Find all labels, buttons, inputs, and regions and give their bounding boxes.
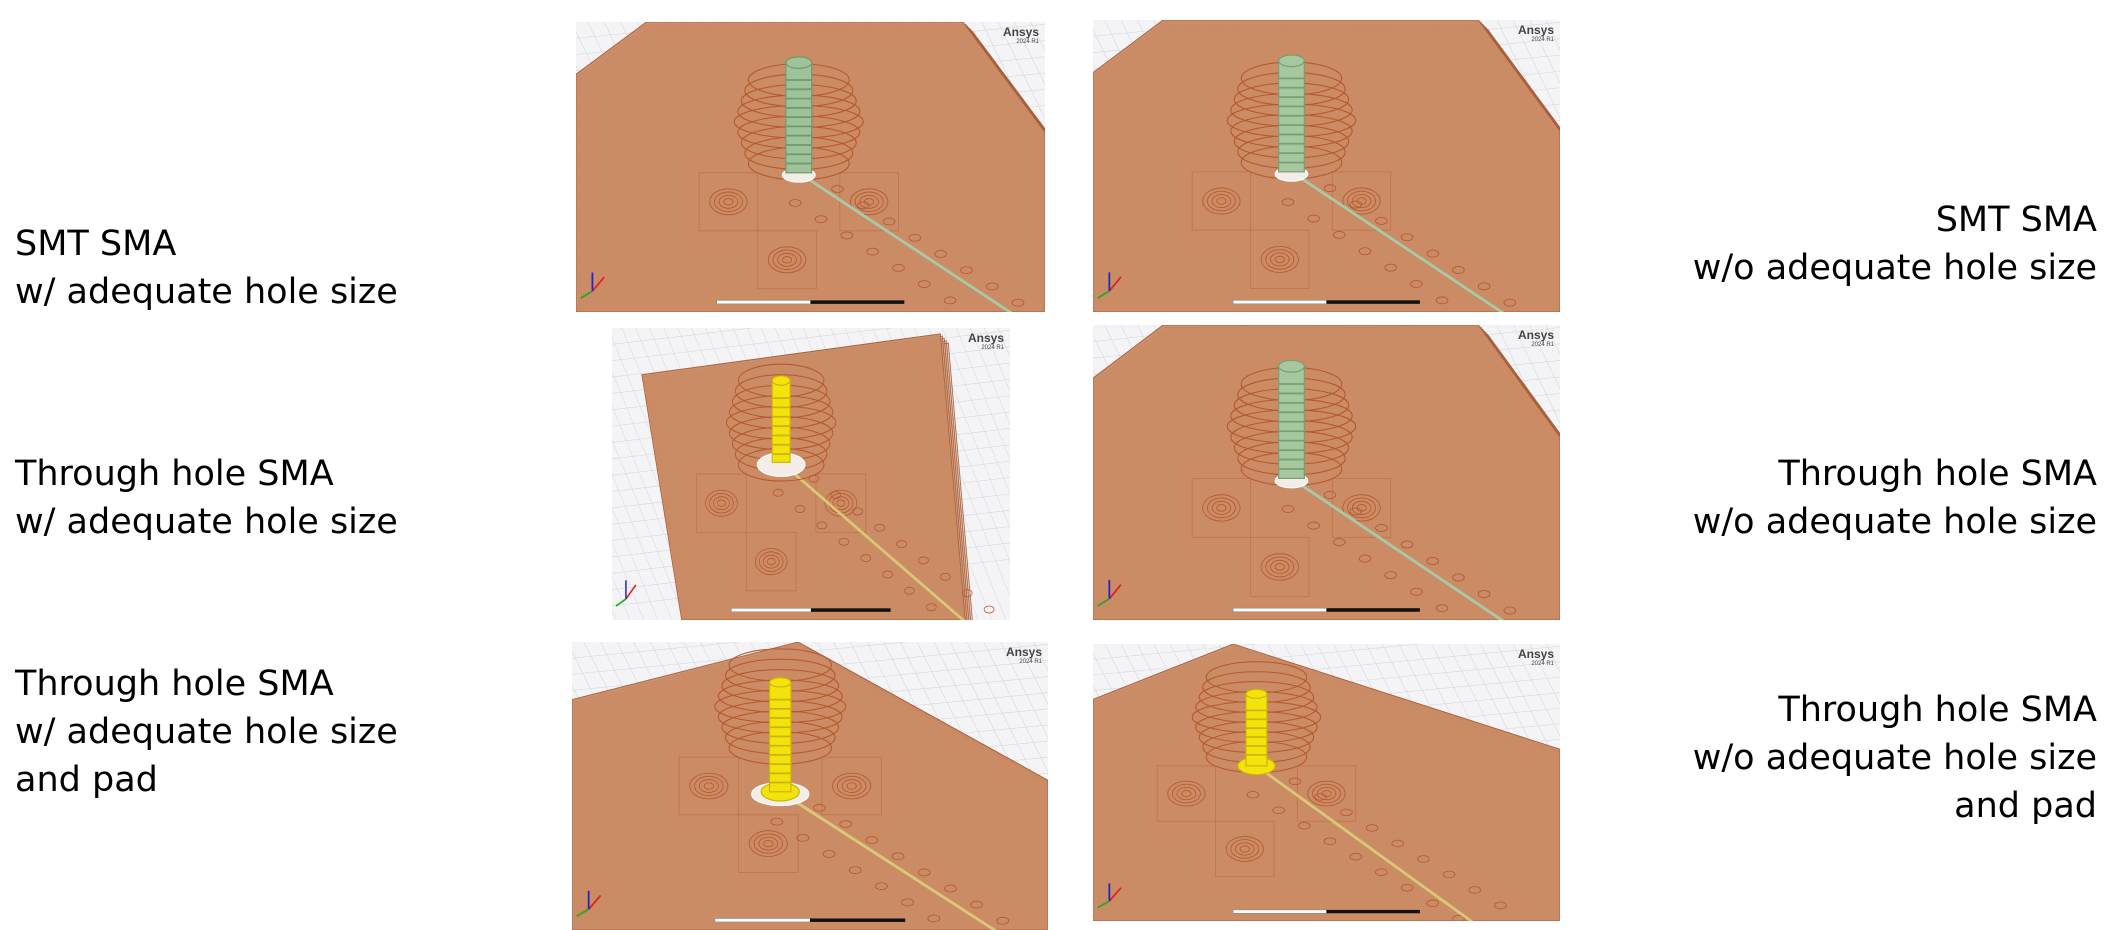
scale-bar (1232, 909, 1420, 914)
center-pin (785, 56, 813, 174)
label-th-inadequate: Through hole SMA w/o adequate hole size (1692, 454, 2097, 542)
center-pin (771, 375, 791, 463)
ansys-logo: Ansys (967, 331, 1004, 345)
sim-panel-smt-adequate: Ansys 2024 R1 (576, 22, 1045, 312)
sim-panel-smt-inadequate: Ansys 2024 R1 (1093, 20, 1560, 312)
hfss-3d-view (1093, 20, 1560, 312)
ansys-version: 2024 R1 (1531, 661, 1554, 667)
label-smt-inadequate: SMT SMA w/o adequate hole size (1692, 200, 2097, 288)
pcb-board (1093, 325, 1560, 620)
ansys-version: 2024 R1 (1531, 342, 1554, 348)
label-smt-adequate: SMT SMA w/ adequate hole size (15, 224, 398, 312)
hfss-3d-view (572, 642, 1048, 930)
label-th-inadequate-pad: Through hole SMA w/o adequate hole size … (1692, 690, 2097, 826)
axis-triad (1097, 883, 1122, 909)
ansys-logo: Ansys (1002, 25, 1039, 39)
label-th-adequate-pad: Through hole SMA w/ adequate hole size a… (15, 664, 398, 800)
signal-trace (797, 171, 1013, 312)
scale-bar (714, 918, 906, 923)
axis-triad (580, 272, 605, 299)
pcb-board (1093, 644, 1560, 921)
sim-panel-th-inadequate-pad: Ansys 2024 R1 (1093, 644, 1560, 921)
ansys-logo: Ansys (1517, 23, 1554, 37)
scale-bar (1232, 300, 1420, 305)
via-fence (1156, 765, 1507, 921)
via-fence (1191, 477, 1517, 615)
axis-triad (615, 580, 637, 607)
ansys-logo: Ansys (1517, 647, 1554, 661)
scale-bar (731, 608, 891, 613)
sim-panel-th-adequate: Ansys 2024 R1 (612, 328, 1010, 620)
sim-panel-th-adequate-pad: Ansys 2024 R1 (572, 642, 1048, 930)
ansys-version: 2024 R1 (981, 345, 1004, 351)
ansys-logo: Ansys (1005, 645, 1042, 659)
via-fence (678, 756, 1010, 925)
ansys-version: 2024 R1 (1531, 37, 1554, 43)
pcb-board (1093, 20, 1560, 312)
signal-trace (779, 790, 998, 930)
scale-bar (1232, 607, 1420, 613)
pcb-board (572, 642, 1048, 930)
sim-panel-th-inadequate: Ansys 2024 R1 (1093, 325, 1560, 620)
signal-trace (1290, 477, 1505, 620)
hfss-3d-view (1093, 644, 1560, 921)
ansys-logo: Ansys (1517, 328, 1554, 342)
ansys-version: 2024 R1 (1016, 39, 1039, 45)
axis-triad (1097, 579, 1122, 607)
signal-trace (780, 461, 966, 620)
pcb-board (641, 333, 973, 620)
center-pin (768, 677, 792, 793)
label-th-adequate: Through hole SMA w/ adequate hole size (15, 454, 398, 542)
hfss-3d-view (1093, 325, 1560, 620)
center-pin (1245, 688, 1268, 767)
axis-triad (576, 890, 602, 917)
center-pin (1278, 54, 1305, 173)
signal-trace (1255, 764, 1474, 921)
via-fence (1191, 171, 1517, 307)
scale-bar (716, 300, 905, 305)
ansys-version: 2024 R1 (1019, 659, 1042, 665)
center-pin (1278, 359, 1305, 479)
hfss-3d-view (612, 328, 1010, 620)
via-fence (698, 172, 1025, 307)
hfss-3d-view (576, 22, 1045, 312)
via-fence (696, 473, 995, 620)
axis-triad (1097, 272, 1122, 299)
signal-trace (1290, 170, 1505, 312)
